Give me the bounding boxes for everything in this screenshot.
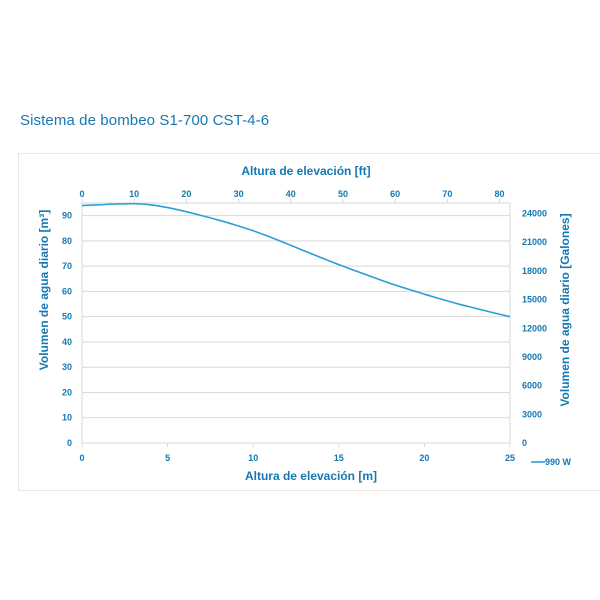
page-title: Sistema de bombeo S1-700 CST-4-6 [20, 112, 270, 129]
tick-label-x2: 50 [338, 189, 348, 199]
tick-label-x2: 70 [442, 189, 452, 199]
tick-label-x2: 40 [286, 189, 296, 199]
left-axis-title: Volumen de agua diario [m³] [37, 210, 51, 370]
top-axis-title: Altura de elevación [ft] [241, 164, 370, 178]
tick-label-y: 70 [62, 261, 72, 271]
tick-label-y2: 24000 [522, 209, 547, 219]
tick-label-y: 60 [62, 286, 72, 296]
tick-label-y: 80 [62, 236, 72, 246]
tick-label-x: 5 [165, 453, 170, 463]
tick-label-y: 50 [62, 312, 72, 322]
tick-labels: 0 5 10 15 20 25 0 10 20 30 40 50 60 70 80 0 10 20 30 40 50 60… [62, 189, 547, 463]
tick-label-y: 0 [67, 438, 72, 448]
tick-label-x: 10 [248, 453, 258, 463]
tick-label-x: 20 [419, 453, 429, 463]
axes [81, 199, 511, 447]
tick-label-x: 15 [334, 453, 344, 463]
tick-label-y: 20 [62, 387, 72, 397]
tick-label-x: 0 [79, 453, 84, 463]
tick-label-y: 40 [62, 337, 72, 347]
tick-label-x2: 80 [495, 189, 505, 199]
tick-label-y: 90 [62, 211, 72, 221]
tick-label-y2: 0 [522, 438, 527, 448]
right-axis-title: Volumen de agua diario [Galones] [558, 213, 572, 406]
tick-label-x2: 30 [234, 189, 244, 199]
tick-label-x2: 60 [390, 189, 400, 199]
tick-label-y2: 12000 [522, 323, 547, 333]
tick-label-y: 10 [62, 413, 72, 423]
bottom-axis-title: Altura de elevación [m] [245, 469, 377, 483]
grid [82, 215, 510, 419]
tick-label-x2: 0 [79, 189, 84, 199]
tick-label-y2: 6000 [522, 381, 542, 391]
tick-label-x2: 10 [129, 189, 139, 199]
tick-label-y2: 18000 [522, 266, 547, 276]
legend-label: 990 W [545, 457, 572, 467]
tick-label-y2: 15000 [522, 295, 547, 305]
series-line-990w [81, 202, 511, 318]
tick-label-y2: 21000 [522, 237, 547, 247]
tick-label-x2: 20 [181, 189, 191, 199]
chart-panel [18, 153, 600, 491]
tick-label-x: 25 [505, 453, 515, 463]
tick-label-y2: 3000 [522, 409, 542, 419]
legend: 990 W [531, 457, 572, 467]
tick-label-y2: 9000 [522, 352, 542, 362]
tick-label-y: 30 [62, 362, 72, 372]
